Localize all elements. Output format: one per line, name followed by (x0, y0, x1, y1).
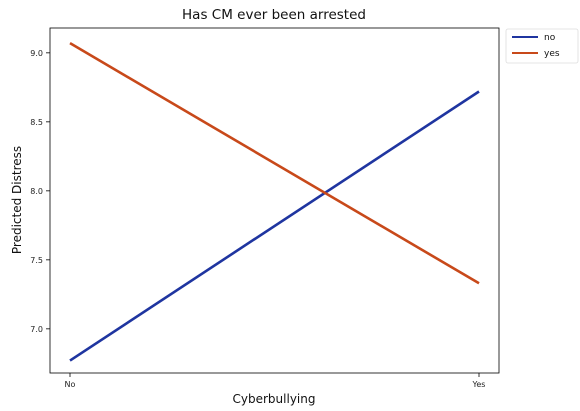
y-tick-label: 8.5 (30, 118, 43, 127)
legend-label-no: no (544, 33, 556, 43)
y-tick-label: 7.0 (30, 325, 43, 334)
x-axis-label: Cyberbullying (233, 392, 316, 406)
chart-title: Has CM ever been arrested (182, 7, 366, 23)
y-axis: 7.0 7.5 8.0 8.5 9.0 (30, 49, 50, 334)
y-tick-label: 7.5 (30, 256, 43, 265)
legend: no yes (505, 28, 579, 64)
legend-label-yes: yes (544, 49, 560, 59)
plot-area (49, 27, 500, 374)
y-tick-label: 9.0 (30, 49, 43, 58)
legend-box (505, 28, 579, 64)
x-tick-label: No (65, 380, 76, 389)
x-tick-label: Yes (472, 380, 486, 389)
series-line-yes (69, 42, 480, 285)
x-axis: No Yes (65, 373, 486, 389)
series-lines (69, 42, 480, 362)
y-tick-label: 8.0 (30, 187, 43, 196)
series-line-no (69, 90, 480, 362)
y-axis-label: Predicted Distress (10, 146, 24, 254)
